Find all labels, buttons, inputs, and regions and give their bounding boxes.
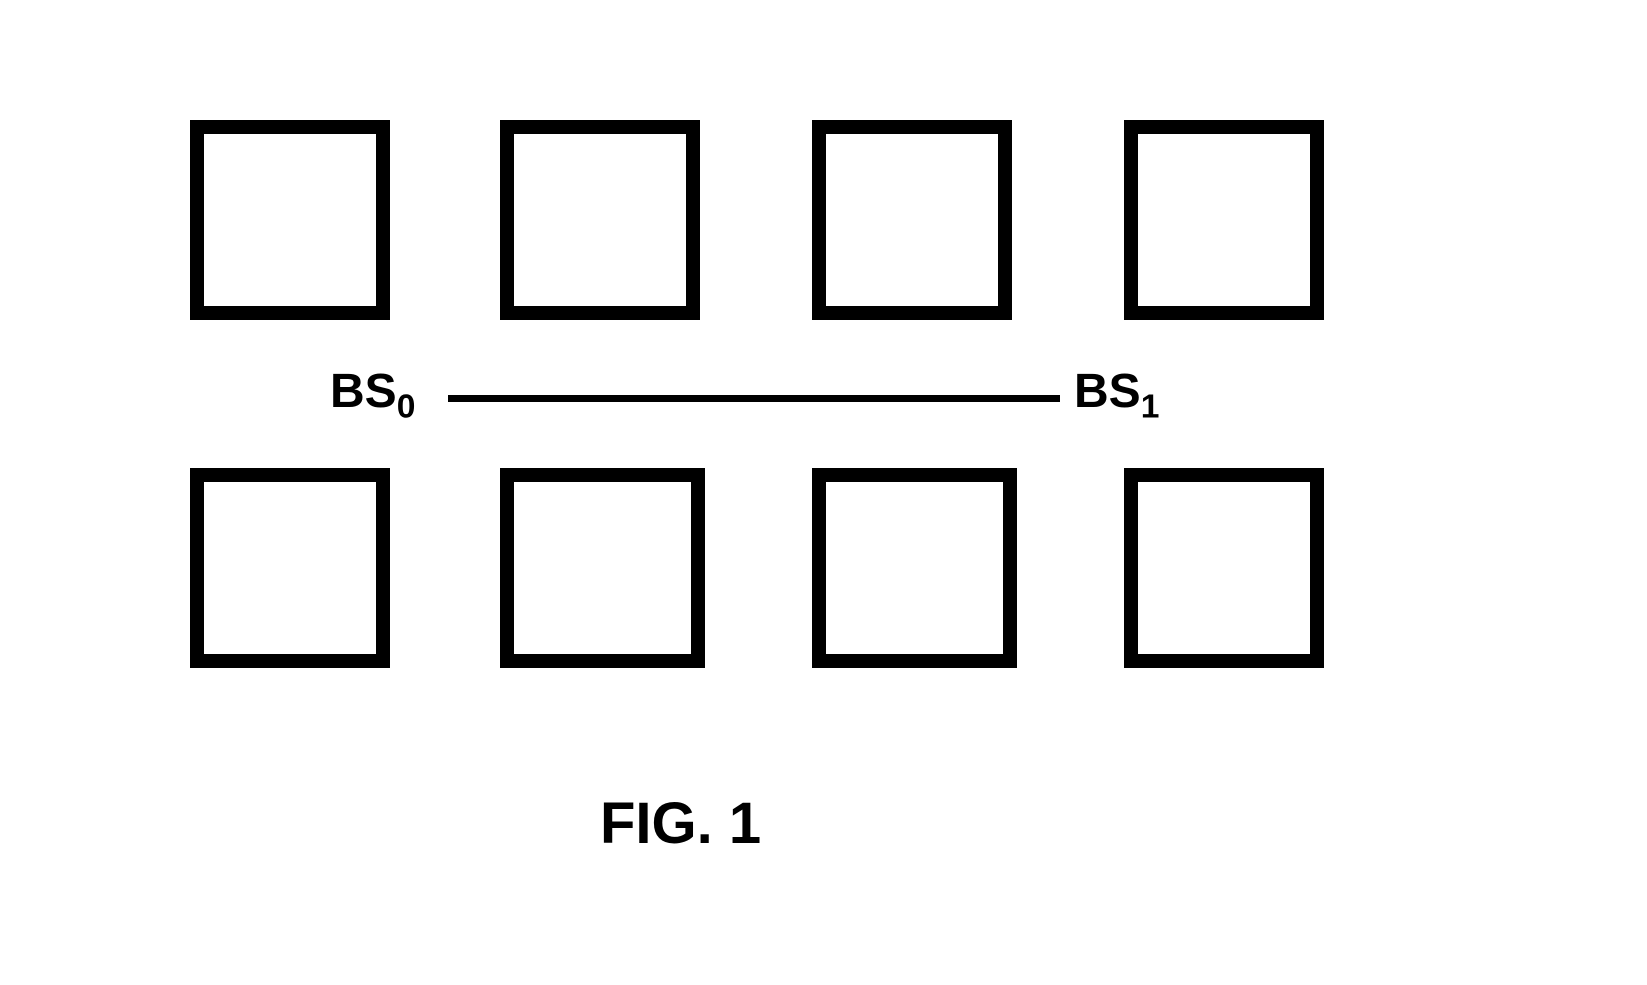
block-top-3 (812, 120, 1012, 320)
block-top-2 (500, 120, 700, 320)
block-top-1 (190, 120, 390, 320)
diagram-canvas: BS0 BS1 FIG. 1 (0, 0, 1647, 985)
label-bs0-base: BS (330, 365, 397, 418)
label-bs1-sub: 1 (1141, 389, 1160, 426)
connector-line (448, 395, 1060, 402)
block-top-4 (1124, 120, 1324, 320)
block-bottom-2 (500, 468, 705, 668)
label-bs0: BS0 (330, 364, 415, 427)
block-bottom-3 (812, 468, 1017, 668)
block-bottom-4 (1124, 468, 1324, 668)
label-bs1: BS1 (1074, 364, 1159, 427)
block-bottom-1 (190, 468, 390, 668)
label-bs1-base: BS (1074, 365, 1141, 418)
figure-caption: FIG. 1 (600, 790, 761, 857)
label-bs0-sub: 0 (397, 389, 416, 426)
